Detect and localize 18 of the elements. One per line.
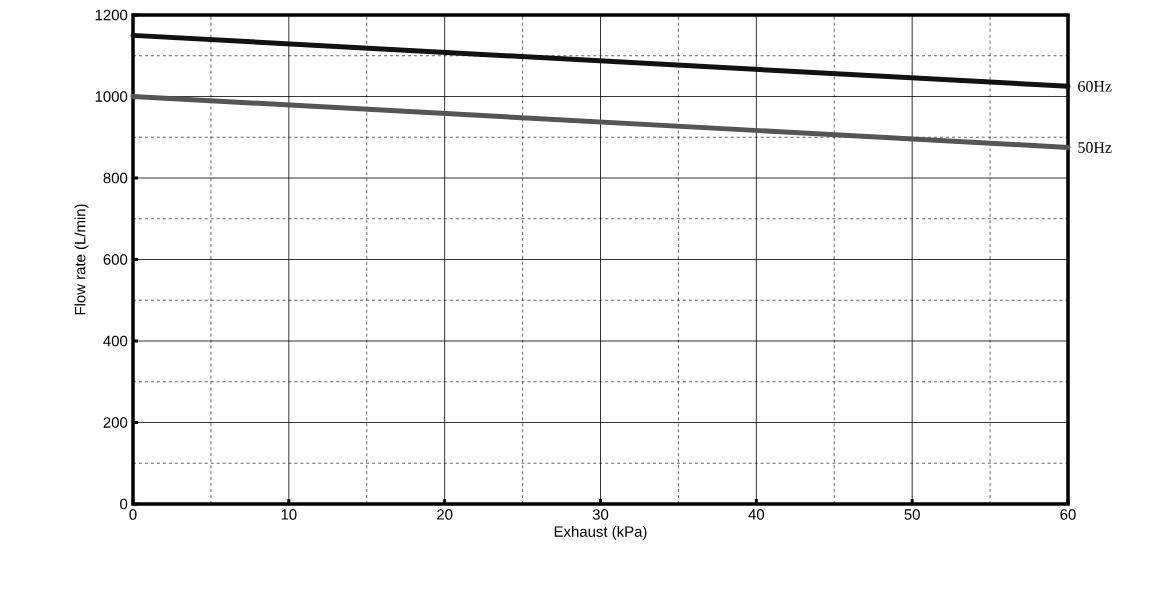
x-tick-label: 30	[592, 509, 609, 520]
x-tick-label: 0	[129, 509, 137, 520]
y-tick-label: 200	[103, 417, 128, 428]
y-tick-label: 600	[103, 254, 128, 265]
series-label: 60Hz	[1078, 80, 1112, 92]
x-tick-label: 20	[437, 509, 453, 520]
x-tick-label: 60	[1060, 509, 1076, 520]
y-tick-label: 0	[120, 498, 128, 510]
y-tick-label: 800	[103, 172, 128, 184]
x-tick-label: 40	[748, 509, 765, 520]
x-tick-label: 50	[904, 509, 920, 520]
series-label: 50Hz	[1078, 142, 1112, 153]
x-axis-title: Exhaust (kPa)	[554, 525, 647, 540]
y-tick-label: 1000	[95, 91, 128, 102]
y-axis-title: Flow rate (L/min)	[74, 204, 89, 315]
y-tick-label: 1200	[95, 9, 128, 21]
y-tick-label: 400	[103, 335, 128, 347]
x-tick-label: 10	[281, 509, 297, 520]
